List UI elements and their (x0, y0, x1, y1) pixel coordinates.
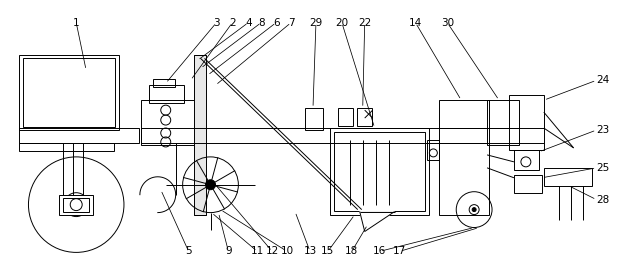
Text: 14: 14 (409, 17, 422, 28)
Text: 5: 5 (185, 246, 192, 256)
Bar (334, 132, 425, 211)
Bar (149, 85, 184, 103)
Text: 25: 25 (597, 163, 610, 173)
Bar (64, 198, 89, 212)
Text: 12: 12 (265, 246, 279, 256)
Text: 1: 1 (73, 17, 80, 28)
Text: 8: 8 (258, 17, 265, 28)
Text: 18: 18 (345, 246, 358, 256)
Text: 10: 10 (281, 246, 294, 256)
Bar (357, 108, 371, 126)
Bar (20, 55, 119, 130)
Bar (194, 55, 205, 215)
Text: 7: 7 (288, 17, 294, 28)
Bar (305, 108, 323, 130)
Bar (509, 95, 544, 150)
Text: 3: 3 (213, 17, 220, 28)
Polygon shape (360, 212, 394, 232)
Bar (153, 79, 175, 87)
Bar (487, 100, 519, 145)
Bar (428, 140, 439, 160)
Text: 28: 28 (597, 195, 610, 205)
Text: 20: 20 (335, 17, 349, 28)
Text: 2: 2 (229, 17, 236, 28)
Bar (544, 168, 592, 186)
Bar (20, 128, 139, 143)
Bar (330, 128, 429, 215)
Text: 9: 9 (225, 246, 232, 256)
Bar (20, 143, 114, 151)
Circle shape (472, 208, 476, 212)
Bar (338, 108, 353, 126)
Text: 15: 15 (321, 246, 334, 256)
Bar (23, 58, 115, 127)
Bar (439, 100, 489, 215)
Bar (514, 175, 542, 193)
Text: 24: 24 (597, 75, 610, 85)
Text: 23: 23 (597, 125, 610, 135)
Circle shape (205, 180, 215, 190)
Text: 4: 4 (245, 17, 252, 28)
Text: 29: 29 (309, 17, 323, 28)
Bar (141, 100, 196, 145)
Text: 13: 13 (304, 246, 317, 256)
Text: 30: 30 (441, 17, 454, 28)
Text: 16: 16 (373, 246, 386, 256)
Bar (59, 195, 93, 215)
Text: 22: 22 (358, 17, 371, 28)
Text: 17: 17 (393, 246, 406, 256)
Text: 6: 6 (273, 17, 280, 28)
Text: 11: 11 (251, 246, 264, 256)
Bar (514, 150, 539, 170)
